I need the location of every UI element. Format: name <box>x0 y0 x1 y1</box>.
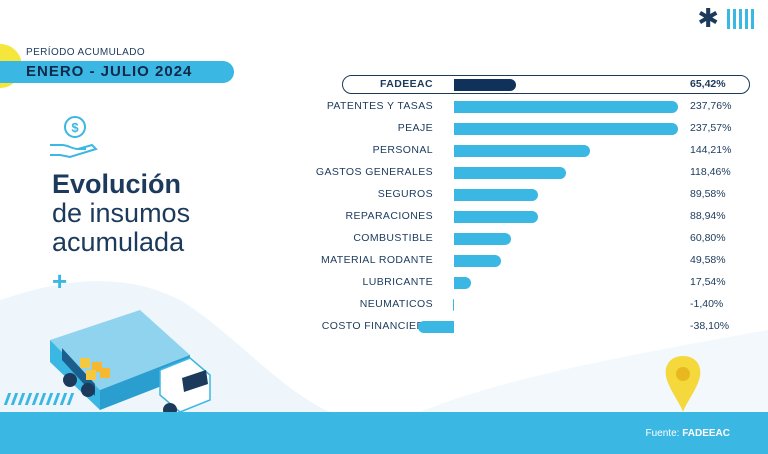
brand-logo: ✱ <box>697 4 754 34</box>
truck-illustration <box>50 310 211 417</box>
value-label: 237,57% <box>690 122 732 134</box>
bar <box>418 321 454 333</box>
value-label: 118,46% <box>690 166 731 178</box>
value-label: 49,58% <box>690 254 726 266</box>
title-line-3: acumulada <box>52 227 185 257</box>
page-title: Evolución de insumos acumulada <box>52 170 190 257</box>
bar <box>454 211 538 223</box>
category-label: PATENTES Y TASAS <box>326 100 433 112</box>
category-label: COMBUSTIBLE <box>353 232 433 244</box>
value-label: 65,42% <box>690 78 726 90</box>
bar <box>454 167 566 179</box>
value-label: 89,58% <box>690 188 726 200</box>
highlight-row-outline <box>342 75 750 94</box>
source-name: FADEEAC <box>682 428 730 439</box>
category-label: PERSONAL <box>372 144 433 156</box>
category-label: PEAJE <box>397 122 433 134</box>
value-label: -38,10% <box>690 320 730 332</box>
category-label: SEGUROS <box>377 188 433 200</box>
source-note: Fuente: FADEEAC <box>646 428 731 439</box>
value-label: 60,80% <box>690 232 726 244</box>
svg-text:$: $ <box>71 120 79 135</box>
bar <box>454 189 539 201</box>
title-line-2: de insumos <box>52 198 191 228</box>
value-label: -1,40% <box>690 298 724 310</box>
value-label: 17,54% <box>690 276 726 288</box>
bar <box>454 79 516 91</box>
category-label: GASTOS GENERALES <box>315 166 433 178</box>
category-label: MATERIAL RODANTE <box>321 254 433 266</box>
value-label: 144,21% <box>690 144 732 156</box>
bar <box>452 299 454 311</box>
footer-band <box>0 412 768 454</box>
plus-icon: + <box>52 266 68 296</box>
period-value-badge: ENERO - JULIO 2024 <box>0 61 234 83</box>
category-label: FADEEAC <box>380 78 433 90</box>
bar <box>454 145 590 157</box>
value-label: 237,76% <box>690 100 732 112</box>
bar <box>454 101 678 113</box>
money-hand-icon: $ <box>50 116 98 159</box>
bar <box>454 255 501 267</box>
category-label: COSTO FINANCIERO <box>321 320 433 332</box>
title-line-1: Evolución <box>52 169 182 199</box>
source-prefix: Fuente: <box>645 428 683 439</box>
value-label: 88,94% <box>690 210 726 222</box>
bars-logo-icon <box>727 9 754 29</box>
category-label: NEUMATICOS <box>359 298 433 310</box>
category-label: REPARACIONES <box>345 210 433 222</box>
bar <box>454 277 471 289</box>
bar <box>454 123 678 135</box>
category-label: LUBRICANTE <box>362 276 433 288</box>
asterisk-logo-icon: ✱ <box>697 4 719 34</box>
period-label: PERÍODO ACUMULADO <box>26 47 146 58</box>
bar <box>454 233 512 245</box>
